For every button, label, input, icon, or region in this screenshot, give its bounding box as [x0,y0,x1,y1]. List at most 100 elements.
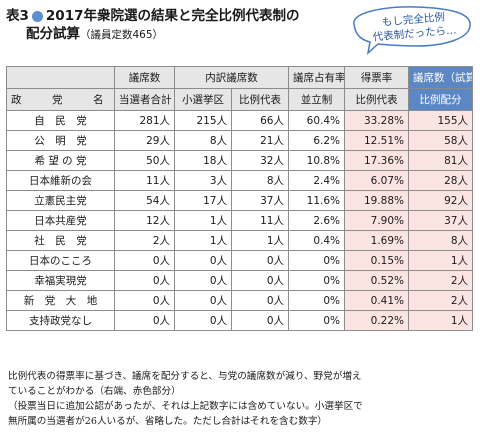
cell-party: 日本共産党 [6,210,115,231]
header-pr-rate: 比例代表 [344,88,409,111]
cell-pr: 37人 [231,190,289,211]
table-body: 自 民 党 281人 215人 66人 60.4% 33.28% 155人公 明 党 29人 8… [6,110,473,331]
cell-total: 0人 [114,250,175,271]
footnote: 比例代表の得票率に基づき、議席を配分すると、与党の議席数が減り、野党が増え てい… [8,369,474,429]
cell-district: 17人 [174,190,232,211]
table-row: 公 明 党 29人 8人 21人 6.2% 12.51% 58人 [6,130,473,151]
header-pr-alloc: 比例配分 [408,88,473,111]
cell-share: 0% [288,310,345,331]
header-pr: 比例代表 [231,88,289,111]
cell-party: 日本のこころ [6,250,115,271]
cell-total: 12人 [114,210,175,231]
cell-party: 公 明 党 [6,130,115,151]
cell-alloc: 8人 [408,230,473,251]
title-line-2: 配分試算（議員定数465） [6,25,346,44]
cell-party: 社 民 党 [6,230,115,251]
cell-total: 281人 [114,110,175,131]
header-empty-cell [6,66,115,89]
note-line-3: （投票当日に追加公認があったが、それは上記数字には含めていない。小選挙区で [8,401,363,412]
cell-alloc: 1人 [408,250,473,271]
speech-bubble-shape-icon [353,6,471,56]
header-party: 政 党 名 [6,88,115,111]
title-sub: （議員定数465） [80,29,164,41]
cell-vote: 7.90% [344,210,409,231]
cell-total: 0人 [114,310,175,331]
bullet-dot-icon [31,11,43,22]
table-row: 新 党 大 地 0人 0人 0人 0% 0.41% 2人 [6,290,473,311]
table-row: 日本のこころ 0人 0人 0人 0% 0.15% 1人 [6,250,473,271]
cell-share: 2.4% [288,170,345,191]
cell-party: 希 望 の 党 [6,150,115,171]
cell-total: 54人 [114,190,175,211]
table-row: 日本共産党 12人 1人 11人 2.6% 7.90% 37人 [6,210,473,231]
cell-alloc: 155人 [408,110,473,131]
table-row: 自 民 党 281人 215人 66人 60.4% 33.28% 155人 [6,110,473,131]
cell-share: 2.6% [288,210,345,231]
cell-pr: 1人 [231,230,289,251]
table-row: 立憲民主党 54人 17人 37人 11.6% 19.88% 92人 [6,190,473,211]
header-system: 並立制 [288,88,345,111]
cell-vote: 12.51% [344,130,409,151]
cell-share: 11.6% [288,190,345,211]
cell-district: 215人 [174,110,232,131]
cell-vote: 33.28% [344,110,409,131]
table-row: 日本維新の会 11人 3人 8人 2.4% 6.07% 28人 [6,170,473,191]
cell-district: 3人 [174,170,232,191]
cell-share: 60.4% [288,110,345,131]
table-row: 幸福実現党 0人 0人 0人 0% 0.52% 2人 [6,270,473,291]
cell-pr: 0人 [231,270,289,291]
cell-alloc: 92人 [408,190,473,211]
cell-share: 6.2% [288,130,345,151]
cell-district: 0人 [174,270,232,291]
cell-district: 1人 [174,230,232,251]
title-line2-text: 配分試算 [26,26,80,42]
cell-alloc: 1人 [408,310,473,331]
header-district: 小選挙区 [174,88,232,111]
title-block: 表3 2017年衆院選の結果と完全比例代表制の 配分試算（議員定数465） [6,8,346,44]
cell-alloc: 81人 [408,150,473,171]
header-breakdown: 内訳議席数 [174,66,289,89]
note-line-1: 比例代表の得票率に基づき、議席を配分すると、与党の議席数が減り、野党が増え [8,371,362,382]
cell-vote: 1.69% [344,230,409,251]
cell-total: 11人 [114,170,175,191]
cell-district: 0人 [174,290,232,311]
cell-party: 立憲民主党 [6,190,115,211]
cell-total: 50人 [114,150,175,171]
cell-district: 0人 [174,310,232,331]
cell-alloc: 2人 [408,290,473,311]
cell-district: 18人 [174,150,232,171]
cell-vote: 17.36% [344,150,409,171]
header-trial: 議席数（試算） [408,66,473,89]
cell-vote: 6.07% [344,170,409,191]
cell-vote: 0.52% [344,270,409,291]
cell-total: 0人 [114,290,175,311]
cell-share: 10.8% [288,150,345,171]
cell-total: 0人 [114,270,175,291]
title-line-1: 表3 2017年衆院選の結果と完全比例代表制の [6,8,346,25]
cell-total: 2人 [114,230,175,251]
cell-pr: 0人 [231,310,289,331]
cell-alloc: 58人 [408,130,473,151]
table-row: 希 望 の 党 50人 18人 32人 10.8% 17.36% 81人 [6,150,473,171]
note-line-2: ていることがわかる（右端、赤色部分） [8,386,181,397]
note-line-4: 無所属の当選者が26人いるが、省略した。ただし合計はそれを含む数字） [8,416,328,427]
cell-pr: 8人 [231,170,289,191]
cell-pr: 66人 [231,110,289,131]
cell-pr: 32人 [231,150,289,171]
speech-bubble: もし完全比例 代表制だったら… [346,4,476,56]
cell-vote: 0.41% [344,290,409,311]
cell-district: 8人 [174,130,232,151]
cell-alloc: 2人 [408,270,473,291]
cell-party: 新 党 大 地 [6,290,115,311]
header-row-sub: 政 党 名 当選者合計 小選挙区 比例代表 並立制 比例代表 比例配分 [6,88,473,111]
cell-party: 日本維新の会 [6,170,115,191]
table-row: 社 民 党 2人 1人 1人 0.4% 1.69% 8人 [6,230,473,251]
cell-party: 支持政党なし [6,310,115,331]
cell-share: 0% [288,250,345,271]
header-share: 議席占有率 [288,66,345,89]
cell-total: 29人 [114,130,175,151]
cell-share: 0.4% [288,230,345,251]
cell-pr: 0人 [231,250,289,271]
table-row: 支持政党なし 0人 0人 0人 0% 0.22% 1人 [6,310,473,331]
header-seats: 議席数 [114,66,175,89]
